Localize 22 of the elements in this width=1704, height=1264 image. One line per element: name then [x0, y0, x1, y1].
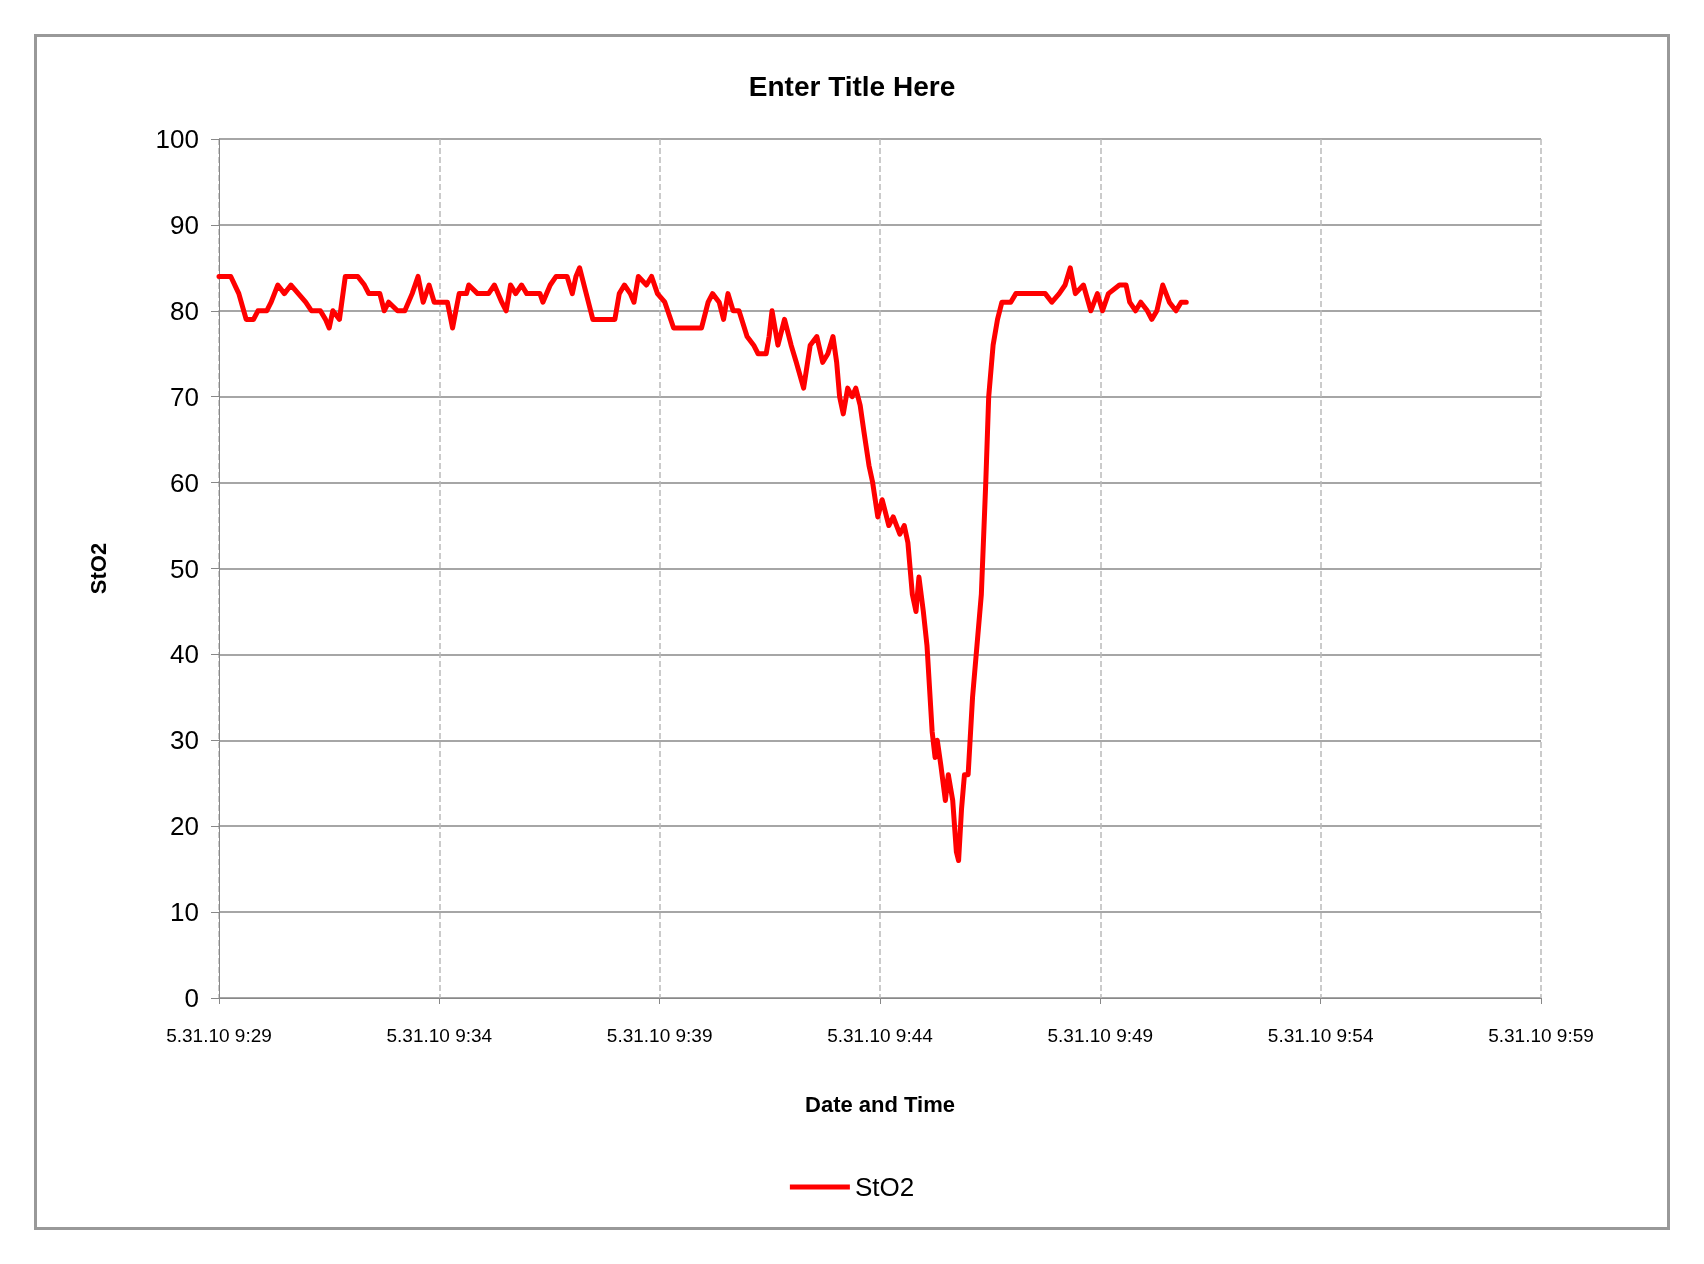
x-tick-label: 5.31.10 9:54	[1267, 1025, 1374, 1046]
y-tick-label: 90	[170, 209, 199, 240]
x-tick-label: 5.31.10 9:29	[166, 1025, 272, 1046]
chart-title: Enter Title Here	[748, 70, 956, 102]
y-tick-label: 10	[170, 897, 199, 928]
y-axis-title: StO2	[85, 542, 111, 595]
x-tick-label: 5.31.10 9:34	[386, 1025, 493, 1046]
y-tick-label: 70	[170, 381, 199, 412]
x-tick-label: 5.31.10 9:49	[1047, 1025, 1154, 1046]
y-tick-label: 20	[170, 811, 199, 842]
y-tick-label: 100	[155, 124, 199, 154]
y-tick-label: 30	[170, 725, 199, 756]
x-tick-label: 5.31.10 9:39	[606, 1025, 713, 1046]
y-tick-label: 60	[170, 467, 199, 498]
x-axis-title: Date and Time	[805, 1091, 955, 1117]
y-tick-label: 50	[170, 553, 199, 584]
legend-label: StO2	[854, 1172, 915, 1202]
x-tick-label: 5.31.10 9:44	[827, 1025, 934, 1046]
x-tick-label: 5.31.10 9:59	[1488, 1025, 1594, 1046]
y-tick-label: 80	[170, 295, 199, 326]
y-tick-label: 40	[170, 639, 199, 670]
y-tick-label: 0	[184, 983, 199, 1013]
